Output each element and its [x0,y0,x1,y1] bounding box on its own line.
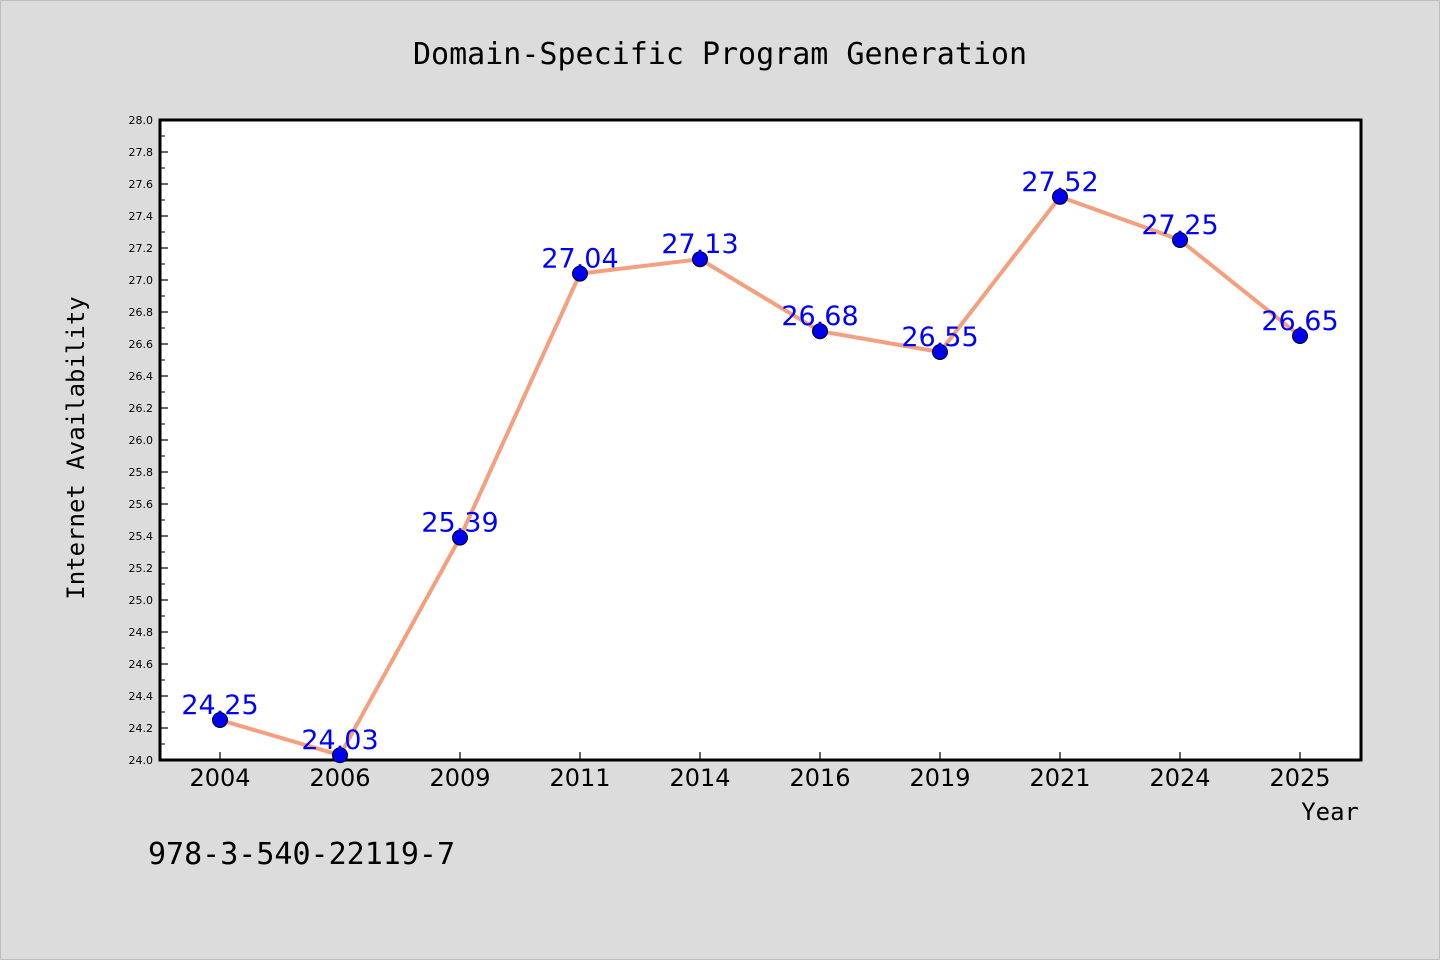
x-tick-label: 2011 [549,764,610,792]
y-tick-label: 27.8 [129,146,154,159]
y-tick-label: 24.6 [129,658,154,671]
x-tick-label: 2014 [669,764,730,792]
data-point-marker [452,529,468,546]
y-tick-label: 26.2 [129,402,154,415]
data-point-marker [332,747,348,764]
x-tick-label: 2004 [189,764,250,792]
y-tick-label: 24.8 [129,626,154,639]
data-label: 27.25 [1141,210,1218,241]
series-line [218,194,1302,758]
y-tick-label: 25.2 [129,562,154,575]
data-label: 24.03 [301,725,378,756]
data-point-marker [1292,328,1308,344]
data-point-marker [572,265,588,282]
data-label: 26.65 [1261,306,1338,337]
data-point-marker [1052,188,1068,205]
x-tick-label: 2009 [429,764,490,792]
y-tick-label: 28.0 [129,114,154,127]
data-label: 26.68 [781,301,858,332]
x-tick-label: 2024 [1149,764,1210,792]
data-point-marker [212,712,228,728]
x-tick-label: 2016 [789,764,850,792]
y-tick-label: 26.4 [129,370,154,383]
y-tick-label: 24.2 [129,722,154,735]
plot-area [158,118,1363,762]
x-tick-label: 2025 [1269,764,1330,792]
y-tick-label: 24.0 [129,754,154,767]
x-tick-label: 2006 [309,764,370,792]
data-label: 25.39 [421,508,498,539]
chart-title: Domain-Specific Program Generation [413,37,1027,72]
data-point-marker [1172,232,1188,248]
y-tick-label: 25.8 [129,466,154,479]
data-label: 26.55 [901,322,978,353]
y-tick-label: 25.4 [129,530,154,543]
data-point-marker [932,344,948,360]
data-point-marker [812,323,828,340]
annotation-text: 978-3-540-22119-7 [148,837,455,872]
y-axis: 24.0 24.2 24.4 24.6 24.8 25.0 25.2 25.4 25.6 25.8… [129,114,168,767]
data-label: 27.04 [541,244,618,275]
data-label: 24.25 [181,690,258,721]
x-tick-label: 2021 [1029,764,1090,792]
y-axis-label: Internet Availability [62,296,90,599]
x-axis: 2004 2006 2009 2011 2014 2016 2019 2021 2024 2025 [189,752,1331,792]
y-tick-label: 27.4 [129,210,154,223]
series-group: 24.25 24.03 25.39 27.04 27.13 26.68 26.55 27.52… [181,167,1339,764]
y-tick-label: 26.6 [129,338,154,351]
y-tick-label: 26.8 [129,306,154,319]
data-label: 27.13 [661,229,738,260]
y-tick-label: 26.0 [129,434,154,447]
y-tick-label: 27.6 [129,178,154,191]
data-label: 27.52 [1021,167,1098,198]
x-axis-label: Year [1301,798,1359,826]
x-tick-label: 2019 [909,764,970,792]
y-tick-label: 25.0 [129,594,154,607]
data-point-marker [692,251,708,268]
y-tick-label: 27.0 [129,274,154,287]
y-tick-label: 27.2 [129,242,154,255]
y-tick-label: 25.6 [129,498,154,511]
y-tick-label: 24.4 [129,690,154,703]
